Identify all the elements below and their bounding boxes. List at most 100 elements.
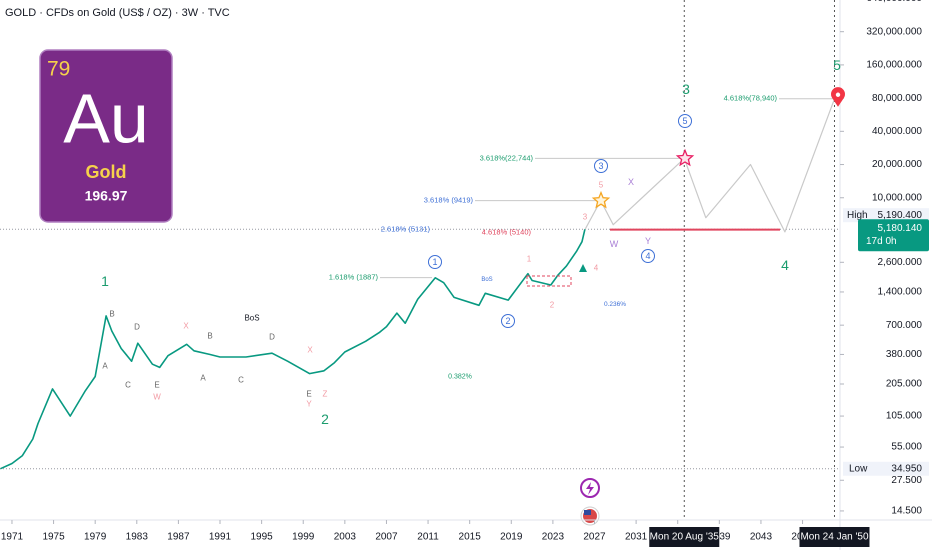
wave-label: A [200,374,206,383]
x-tick-label: 1971 [1,532,24,543]
element-card: 79 Au Gold 196.97 [39,49,173,223]
target-pin-dot [835,92,841,97]
wave-label: 2 [321,411,329,427]
wave-label: 5 [682,116,687,126]
wave-label: C [125,381,131,390]
x-tick-label: 1975 [42,532,65,543]
low-label-value: 34.950 [891,463,922,474]
fib-level-label: 2.618% (5131) [381,225,431,234]
y-tick-label: 105.000 [886,411,923,422]
wave-label: 0.382% [448,373,472,380]
wave-label: C [238,376,244,385]
x-tick-label: 2027 [583,532,606,543]
wave-label: E [154,381,159,390]
wave-circle [678,114,692,128]
wave-label: 1 [101,273,109,289]
x-tick-label: 2011 [417,532,439,543]
y-tick-label: 20,000.000 [872,159,922,170]
x-tick-label: 2019 [500,532,523,543]
x-tick-label: 1991 [209,532,232,543]
y-tick-label: 55.000 [891,442,922,453]
time-marker-label: Mon 24 Jan '50 [800,532,869,543]
wave-label: 2 [550,301,555,310]
y-tick-label: 2,600.000 [878,257,923,268]
wave-label: X [307,346,313,355]
fib-level-label: 4.618%(78,940) [724,94,778,103]
price-line [0,229,586,470]
wave-label: 3 [598,161,603,171]
flag-icon-canton [584,510,591,515]
fib-level-label: 3.618%(22,744) [480,153,534,162]
y-tick-label: 320,000.000 [866,26,922,37]
y-tick-label: 10,000.000 [872,192,922,203]
card-mass: 196.97 [85,188,128,204]
high-label-bg [843,208,871,223]
wave-label: A [102,362,108,371]
x-tick-label: 1987 [167,532,190,543]
wave-label: 2 [505,316,510,326]
y-tick-label: 27.500 [891,475,922,486]
y-tick-label: 80,000.000 [872,93,922,104]
x-tick-label: 2039 [708,532,731,543]
fib-level-label: 3.618% (9419) [424,196,474,205]
wave-label: X [628,177,634,187]
wave-label: W [610,239,619,249]
wave-label: D [134,323,140,332]
time-marker-box [649,527,720,547]
x-tick-label: 2023 [542,532,565,543]
x-tick-label: 2003 [334,532,357,543]
last-price-label: 5,180.140 [878,223,923,234]
fib-level-label: 1.618% (1887) [329,273,379,282]
card-name: Gold [86,162,127,182]
wave-label: 1 [527,255,532,264]
y-tick-label: 1,400.000 [878,287,923,298]
fib-level-label: 4.618% (5140) [482,228,532,237]
wave-label: Z [323,390,328,399]
y-tick-label: 380.000 [886,349,923,360]
wave-label: 0.236% [604,301,626,308]
time-marker-label: Mon 20 Aug '35 [650,532,720,543]
x-tick-label: 1979 [84,532,107,543]
x-tick-label: 1995 [250,532,273,543]
card-box [39,49,173,223]
x-tick-label: 2007 [375,532,398,543]
wave-label: 4 [594,264,599,273]
wave-circle [428,255,442,269]
wave-label: Y [306,400,312,409]
last-price-box [858,219,929,252]
y-tick-label: 205.000 [886,379,923,390]
wave-label: 1 [432,257,437,267]
target-star [675,148,695,167]
x-tick-label: 1999 [292,532,315,543]
event-icon-bolt [586,482,594,495]
range-box [526,275,572,287]
card-symbol: Au [63,79,149,157]
low-label-bg [843,461,929,476]
target-star [591,190,611,209]
wave-label: BoS [244,314,259,323]
y-tick-label: 640,000.000 [866,0,922,4]
wave-label: 4 [781,257,789,273]
wave-label: BoS [481,277,492,283]
y-tick-label: 14.500 [891,506,922,517]
wave-label: Y [645,236,651,246]
y-tick-label: 40,000.000 [872,126,922,137]
high-label-value: 5,190.400 [878,210,923,221]
wave-label: B [109,310,114,319]
wave-label: X [183,322,189,331]
signal-arrow [579,264,587,272]
wave-label: 3 [682,81,690,97]
last-price-countdown: 17d 0h [866,236,897,247]
wave-label: E [306,390,311,399]
card-number: 79 [47,58,70,81]
wave-circle [501,314,515,328]
wave-label: D [269,333,275,342]
high-label-value-bg [871,208,929,223]
time-marker-box [799,527,870,547]
x-tick-label: 2043 [750,532,773,543]
wave-circle [594,159,608,173]
x-tick-label: 2031 [625,532,648,543]
high-label-name: High [847,210,868,221]
chart-title: GOLD · CFDs on Gold (US$ / OZ) · 3W · TV… [5,7,230,19]
